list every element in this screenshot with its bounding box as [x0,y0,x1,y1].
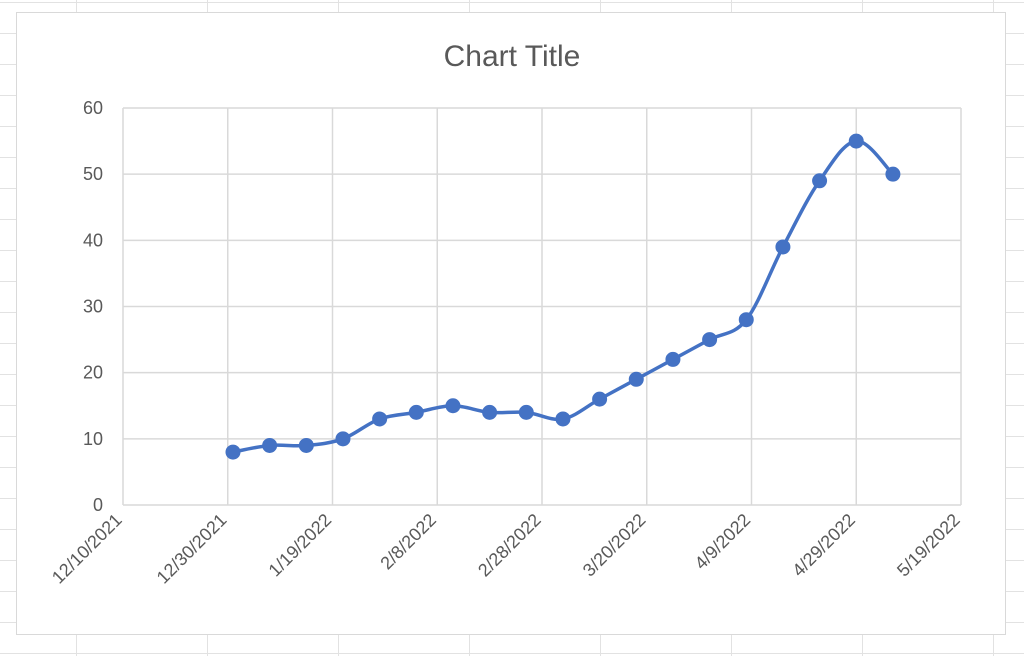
x-tick-label: 2/8/2022 [376,510,440,574]
y-tick-label: 40 [83,230,103,250]
x-tick-label: 2/28/2022 [474,510,545,581]
data-point-marker[interactable] [372,411,388,427]
x-tick-label: 12/30/2021 [153,510,231,588]
x-tick-label: 5/19/2022 [893,510,964,581]
data-point-marker[interactable] [628,371,644,387]
data-point-marker[interactable] [445,398,461,414]
data-point-marker[interactable] [775,239,791,255]
data-point-marker[interactable] [812,173,828,189]
line-chart: Chart Title 0 10 20 30 40 50 60 12/10/2021 12/3… [48,40,964,588]
x-tick-label: 12/10/2021 [48,510,126,588]
data-point-marker[interactable] [738,312,754,328]
data-point-marker[interactable] [225,444,241,460]
x-tick-label: 1/19/2022 [265,510,336,581]
data-point-marker[interactable] [408,404,424,420]
data-point-marker[interactable] [555,411,571,427]
x-tick-label: 4/29/2022 [788,510,859,581]
data-point-marker[interactable] [482,404,498,420]
x-axis-tick-labels: 12/10/2021 12/30/2021 1/19/2022 2/8/2022 2/2… [48,510,964,588]
chart-title[interactable]: Chart Title [444,40,581,73]
y-axis-tick-labels: 0 10 20 30 40 50 60 [83,98,103,515]
y-tick-label: 20 [83,363,103,383]
data-point-marker[interactable] [848,133,864,149]
data-point-marker[interactable] [665,351,681,367]
y-tick-label: 0 [93,495,103,515]
series-1[interactable] [225,133,901,460]
chart-area[interactable]: Chart Title 0 10 20 30 40 50 60 12/10/2021 12/3… [16,12,1006,635]
data-point-marker[interactable] [298,437,314,453]
data-point-marker[interactable] [885,166,901,182]
data-point-marker[interactable] [335,431,351,447]
data-point-marker[interactable] [518,404,534,420]
data-point-marker[interactable] [702,332,718,348]
x-tick-label: 4/9/2022 [691,510,755,574]
data-point-marker[interactable] [262,437,278,453]
y-tick-label: 30 [83,297,103,317]
gridlines [123,107,962,505]
y-tick-label: 50 [83,164,103,184]
data-point-marker[interactable] [592,391,608,407]
y-tick-label: 60 [83,98,103,118]
axes [122,108,961,506]
x-tick-label: 3/20/2022 [579,510,650,581]
y-tick-label: 10 [83,429,103,449]
